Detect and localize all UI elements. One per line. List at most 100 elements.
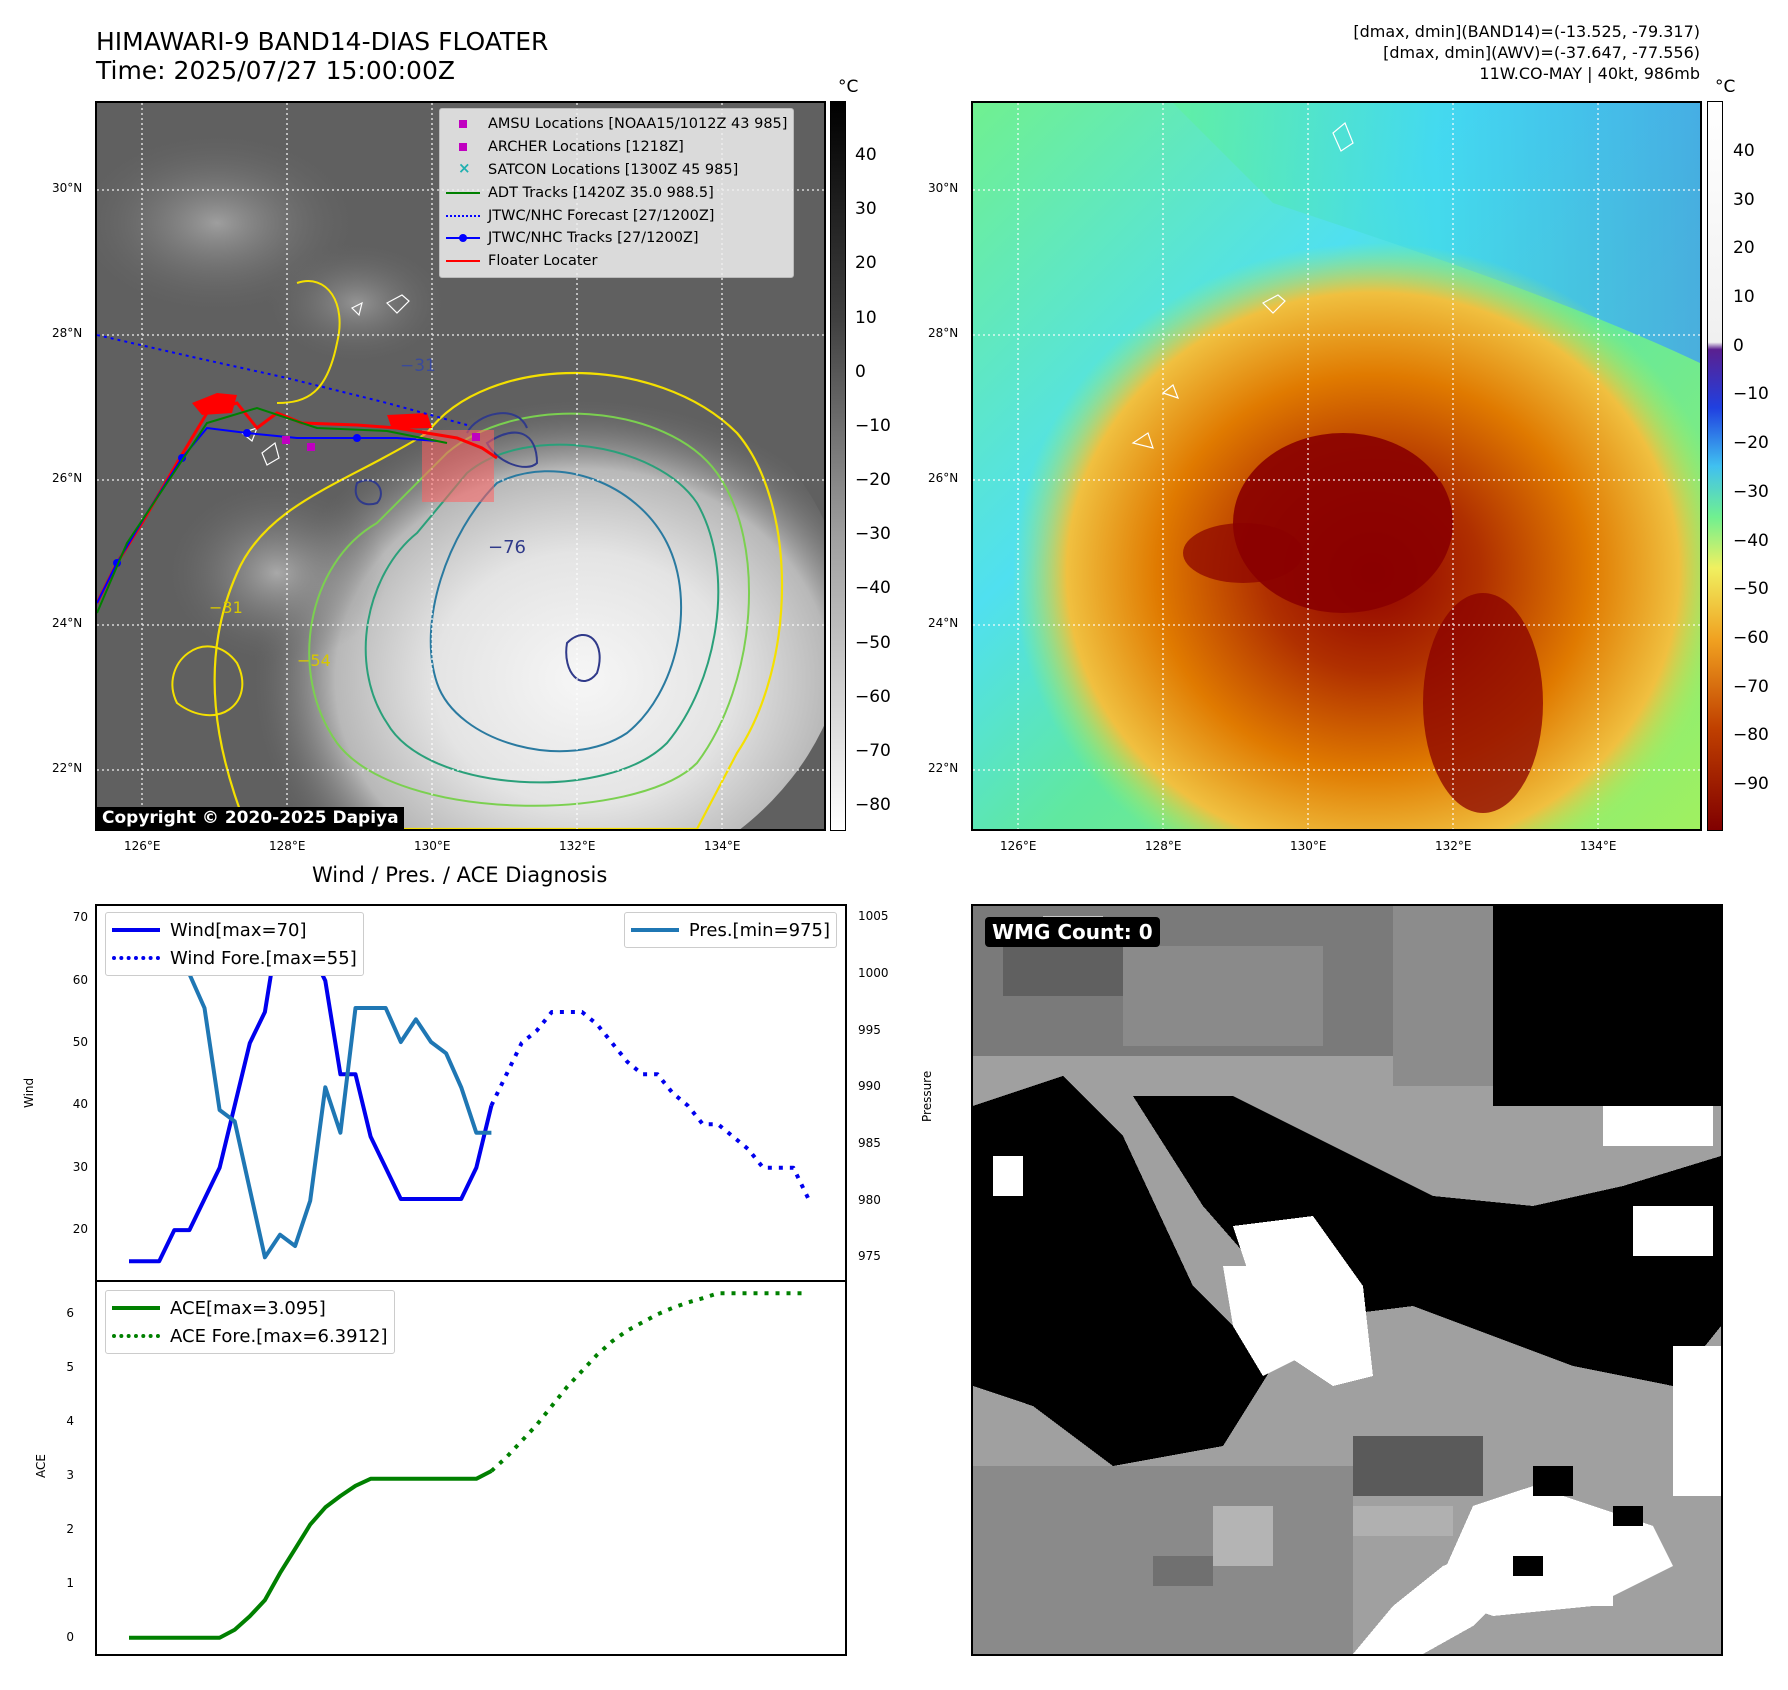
legend-item-amsu: AMSU Locations [NOAA15/1012Z 43 985] bbox=[446, 113, 787, 136]
ace-ytick: 2 bbox=[66, 1522, 74, 1536]
lat-tick: 30°N bbox=[52, 181, 83, 195]
ace-series-1 bbox=[490, 1291, 809, 1473]
wind-ytick: 30 bbox=[72, 1159, 88, 1174]
ace-ytick: 4 bbox=[66, 1414, 74, 1429]
awv-colorbar-tick: −10 bbox=[1733, 384, 1769, 405]
lat-tick: 24°N bbox=[928, 616, 959, 630]
legend-item-wind: Wind[max=70] bbox=[112, 916, 357, 944]
awv-colorbar-tick: 30 bbox=[1733, 189, 1755, 210]
lon-tick: 128°E bbox=[269, 839, 306, 853]
wind-pressure-plot: Wind[max=70] Wind Fore.[max=55] Pres.[mi… bbox=[95, 904, 847, 1282]
lon-tick: 126°E bbox=[1000, 839, 1037, 853]
wind-ytick: 40 bbox=[72, 1097, 88, 1112]
ir-colorbar-unit: °C bbox=[838, 77, 859, 97]
pressure-ytick: 975 bbox=[858, 1249, 881, 1264]
legend-item-archer: ARCHER Locations [1218Z] bbox=[446, 136, 787, 159]
ace-ytick: 6 bbox=[66, 1306, 74, 1321]
wind-ylabel: Wind bbox=[22, 1077, 36, 1108]
figure-title: HIMAWARI-9 BAND14-DIAS FLOATER bbox=[96, 27, 549, 56]
wind-ytick: 50 bbox=[72, 1035, 88, 1050]
pressure-ytick: 995 bbox=[858, 1022, 881, 1037]
pressure-ytick: 1005 bbox=[858, 909, 889, 924]
ace-ytick: 0 bbox=[66, 1629, 74, 1644]
wmg-panel: WMG Count: 0 bbox=[971, 904, 1723, 1656]
awv-colorbar-tick: −30 bbox=[1733, 481, 1769, 502]
awv-map-panel bbox=[971, 101, 1702, 831]
pressure-ytick: 990 bbox=[858, 1079, 881, 1094]
ir-colorbar-tick: −80 bbox=[855, 795, 891, 815]
lon-tick: 134°E bbox=[704, 839, 741, 853]
band14-range-info: [dmax, dmin](BAND14)=(-13.525, -79.317) bbox=[1353, 22, 1700, 41]
figure-time: Time: 2025/07/27 15:00:00Z bbox=[96, 56, 455, 85]
pressure-ytick: 1000 bbox=[858, 966, 889, 980]
awv-colorbar-tick: −40 bbox=[1733, 530, 1769, 551]
awv-colorbar-tick: 20 bbox=[1733, 238, 1755, 259]
legend-item-ace: ACE[max=3.095] bbox=[112, 1294, 388, 1322]
pressure-ytick: 985 bbox=[858, 1136, 881, 1150]
legend-item-jtwc-tracks: JTWC/NHC Tracks [27/1200Z] bbox=[446, 227, 787, 250]
awv-colorbar bbox=[1707, 101, 1723, 831]
legend-item-pressure: Pres.[min=975] bbox=[630, 916, 830, 944]
copyright-label: Copyright © 2020-2025 Dapiya bbox=[97, 807, 404, 829]
ace-ytick: 5 bbox=[66, 1360, 74, 1375]
legend-item-floater: Floater Locater bbox=[446, 250, 787, 273]
lat-tick: 22°N bbox=[928, 761, 959, 775]
contour-label: −31 bbox=[400, 356, 436, 376]
lon-tick: 128°E bbox=[1145, 839, 1182, 853]
ir-colorbar bbox=[830, 101, 846, 831]
ir-colorbar-tick: 30 bbox=[855, 199, 877, 220]
ir-colorbar-tick: 20 bbox=[855, 253, 877, 274]
pressure-ytick: 980 bbox=[858, 1192, 881, 1207]
ir-colorbar-tick: −70 bbox=[855, 740, 891, 761]
legend-item-jtwc-forecast: JTWC/NHC Forecast [27/1200Z] bbox=[446, 204, 787, 227]
awv-colorbar-tick: −60 bbox=[1733, 627, 1769, 648]
ir-colorbar-tick: 10 bbox=[855, 307, 877, 328]
wind-ytick: 60 bbox=[72, 972, 88, 987]
awv-colorbar-tick: −70 bbox=[1733, 676, 1769, 697]
awv-range-info: [dmax, dmin](AWV)=(-37.647, -77.556) bbox=[1383, 43, 1700, 62]
legend-item-adt: ADT Tracks [1420Z 35.0 988.5] bbox=[446, 181, 787, 204]
lat-tick: 26°N bbox=[928, 471, 959, 485]
contour-label: −76 bbox=[488, 537, 526, 558]
ir-legend: AMSU Locations [NOAA15/1012Z 43 985] ARC… bbox=[439, 108, 795, 278]
awv-colorbar-tick: 40 bbox=[1733, 141, 1755, 161]
lon-tick: 132°E bbox=[559, 839, 596, 853]
lat-tick: 22°N bbox=[52, 761, 83, 775]
ace-svg bbox=[129, 1291, 809, 1640]
legend-item-wind-fore: Wind Fore.[max=55] bbox=[112, 944, 357, 972]
wind-ytick: 70 bbox=[72, 910, 88, 925]
lon-tick: 130°E bbox=[414, 839, 451, 853]
ir-colorbar-tick: −10 bbox=[855, 415, 891, 436]
awv-colorbar-tick: −80 bbox=[1733, 725, 1769, 746]
ir-colorbar-tick: −50 bbox=[855, 632, 891, 653]
ir-colorbar-tick: 0 bbox=[855, 361, 866, 382]
legend-item-ace-fore: ACE Fore.[max=6.3912] bbox=[112, 1322, 388, 1350]
wind-legend: Wind[max=70] Wind Fore.[max=55] bbox=[105, 912, 364, 976]
lat-tick: 28°N bbox=[52, 326, 83, 340]
pressure-ylabel: Pressure bbox=[920, 1070, 934, 1122]
ace-series-0 bbox=[129, 1469, 493, 1640]
awv-colorbar-tick: 0 bbox=[1733, 335, 1744, 356]
lat-tick: 30°N bbox=[928, 181, 959, 195]
ir-colorbar-tick: −40 bbox=[855, 578, 891, 599]
ir-colorbar-tick: −30 bbox=[855, 524, 891, 545]
lon-tick: 126°E bbox=[124, 839, 161, 853]
lon-tick: 132°E bbox=[1435, 839, 1472, 853]
ir-colorbar-tick: 40 bbox=[855, 145, 877, 165]
ace-ytick: 3 bbox=[66, 1468, 74, 1483]
awv-colorbar-tick: −20 bbox=[1733, 433, 1769, 454]
awv-colorbar-tick: 10 bbox=[1733, 287, 1755, 308]
ace-legend: ACE[max=3.095] ACE Fore.[max=6.3912] bbox=[105, 1290, 395, 1354]
contour-label: −31 bbox=[209, 598, 243, 617]
ace-plot: ACE[max=3.095] ACE Fore.[max=6.3912] bbox=[95, 1280, 847, 1656]
ir-map-panel: −31 −54 −76 −31 Copyright © 2020-2025 Da… bbox=[95, 101, 826, 831]
awv-colorbar-tick: −90 bbox=[1733, 774, 1769, 794]
contour-label: −54 bbox=[297, 651, 331, 670]
awv-colorbar-tick: −50 bbox=[1733, 579, 1769, 600]
lat-tick: 24°N bbox=[52, 616, 83, 630]
pressure-legend: Pres.[min=975] bbox=[623, 912, 837, 948]
legend-item-satcon: × SATCON Locations [1300Z 45 985] bbox=[458, 158, 739, 178]
ir-colorbar-tick: −60 bbox=[855, 686, 891, 707]
lat-tick: 28°N bbox=[928, 326, 959, 340]
lon-tick: 134°E bbox=[1580, 839, 1617, 853]
